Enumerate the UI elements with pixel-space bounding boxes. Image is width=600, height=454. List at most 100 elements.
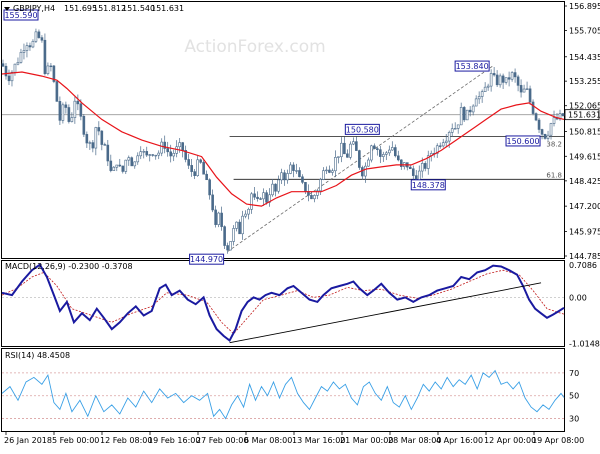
candle-body: [456, 124, 460, 129]
candle-body: [376, 148, 379, 150]
candle-body: [531, 101, 535, 114]
candle-body: [379, 149, 382, 157]
candle-body: [513, 72, 517, 78]
candle-body: [486, 85, 490, 88]
candle-body: [58, 101, 62, 121]
candle-body: [244, 213, 247, 217]
candle-body: [271, 183, 274, 196]
candle-body: [169, 151, 172, 157]
candle-body: [121, 165, 125, 172]
candle-body: [253, 193, 256, 198]
candle-body: [52, 65, 56, 82]
ohlc-low: 151.540: [122, 4, 155, 13]
ohlc-close: 151.631: [151, 4, 184, 13]
candle-body: [352, 141, 355, 145]
candle-body: [483, 86, 487, 92]
candle-body: [37, 31, 41, 38]
candle-body: [202, 162, 205, 175]
candle-body: [399, 159, 403, 167]
candle-body: [154, 154, 158, 157]
candle-body: [319, 179, 322, 192]
macd-trendline: [229, 282, 542, 344]
candle-body: [241, 215, 244, 235]
candle-body: [109, 160, 113, 171]
rsi-layer: [1, 369, 565, 420]
candle-body: [543, 134, 547, 139]
candle-body: [450, 128, 454, 133]
candle-body: [100, 130, 104, 145]
candle-body: [85, 134, 89, 144]
candle-body: [358, 150, 361, 168]
candle-body: [31, 40, 35, 48]
price-tick-label: 153.255: [569, 77, 600, 86]
candle-body: [471, 105, 475, 113]
price-label-box: [505, 135, 541, 147]
x-tick-label: 12 Feb 08:00: [100, 436, 152, 445]
price-label: 155.590: [4, 11, 37, 20]
candle-body: [199, 159, 202, 163]
candle-body: [145, 151, 149, 156]
candle-body: [163, 141, 167, 149]
candle-body: [229, 241, 232, 251]
x-tick-label: 19 Apr 08:00: [532, 436, 584, 445]
fib-level-label: 38.2: [546, 140, 562, 148]
candle-body: [7, 75, 11, 82]
rsi-tick-label: 50: [569, 392, 579, 401]
candle-body: [4, 65, 8, 77]
candle-body: [537, 119, 541, 130]
x-tick-label: 13 Mar 16:00: [292, 436, 345, 445]
price-label: 148.378: [412, 181, 445, 190]
x-tick-label: 5 Feb 00:00: [52, 436, 99, 445]
candle-body: [546, 134, 550, 139]
candle-body: [507, 77, 511, 80]
ohlc-high: 151.812: [93, 4, 126, 13]
price-tick-label: 154.435: [569, 53, 600, 62]
candle-body: [489, 73, 493, 87]
price-label-box: [189, 253, 225, 265]
candle-body: [283, 172, 286, 181]
candle-body: [519, 85, 523, 93]
candle-body: [28, 45, 32, 48]
price-label-box: [410, 179, 446, 191]
x-tick-label: 19 Feb 16:00: [148, 436, 200, 445]
candle-body: [316, 190, 319, 196]
price-tick-label: 145.975: [569, 227, 600, 236]
macd-main-line: [1, 263, 565, 343]
candle-body: [136, 155, 140, 163]
candle-body: [79, 103, 83, 117]
macd-tick-label: 0.7086: [569, 261, 597, 270]
macd-layer: [1, 263, 565, 344]
price-label: 150.600: [506, 137, 539, 146]
candle-body: [256, 196, 259, 199]
candle-body: [334, 157, 337, 172]
candle-body: [262, 192, 265, 200]
candle-body: [220, 212, 223, 227]
candle-body: [328, 169, 331, 173]
candle-body: [289, 164, 292, 174]
candle-body: [292, 164, 295, 171]
current-price-label: 151.631: [568, 111, 600, 120]
candle-body: [22, 50, 26, 53]
candle-body: [438, 145, 442, 147]
candle-body: [73, 100, 77, 118]
candle-body: [235, 221, 238, 229]
candle-body: [468, 109, 472, 113]
candle-body: [94, 127, 98, 149]
candle-body: [82, 115, 86, 135]
candle-body: [61, 104, 65, 121]
price-tick-label: 152.065: [569, 102, 600, 111]
candle-body: [504, 77, 508, 83]
candle-body: [435, 145, 439, 154]
price-label: 153.840: [456, 62, 489, 71]
candle-body: [337, 156, 340, 158]
candle-body: [88, 142, 92, 144]
candle-body: [91, 142, 95, 149]
price-label: 150.580: [346, 125, 379, 134]
macd-label: MACD(12,26,9) -0.2300 -0.3708: [5, 262, 133, 271]
candle-body: [16, 62, 20, 65]
candle-body: [166, 148, 170, 153]
candle-body: [115, 164, 119, 168]
candle-body: [208, 179, 211, 196]
candle-body: [214, 209, 217, 225]
